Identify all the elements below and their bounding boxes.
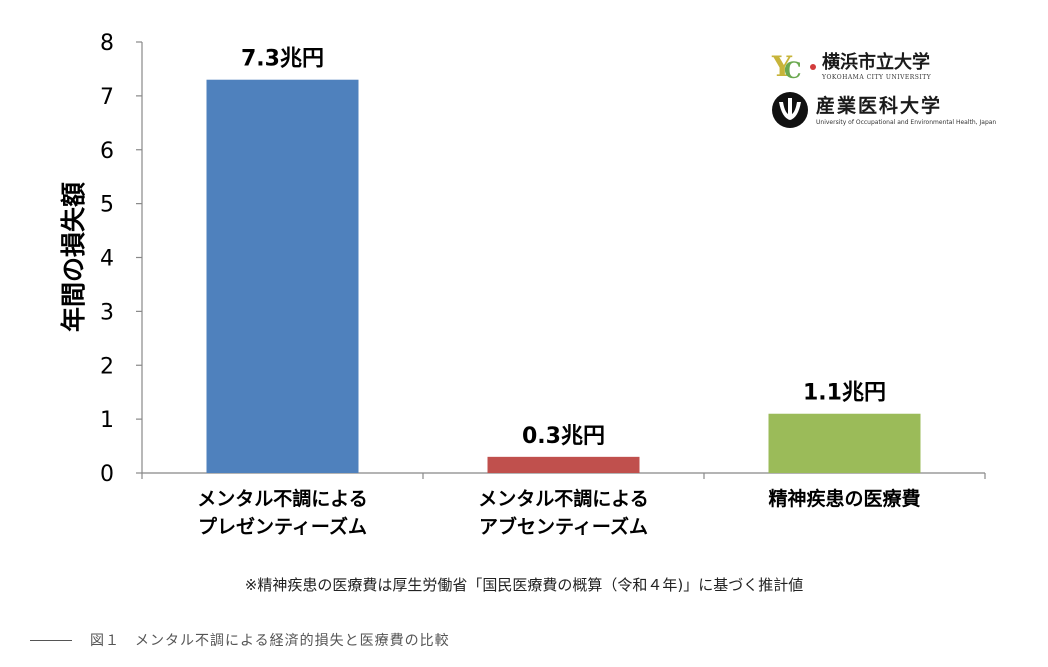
bar-data-label: 1.1兆円 bbox=[803, 381, 886, 406]
uoeh-name: 産業医科大学 bbox=[816, 94, 943, 117]
logo-dot-icon bbox=[810, 64, 816, 70]
ycu-name: 横浜市立大学 bbox=[822, 51, 930, 73]
bar-data-label: 0.3兆円 bbox=[522, 424, 605, 449]
bar bbox=[487, 456, 640, 473]
uoeh-emblem-icon bbox=[772, 92, 808, 128]
y-tick-label: 8 bbox=[100, 31, 114, 56]
chart-bars bbox=[206, 79, 921, 474]
caption-rule bbox=[30, 639, 72, 641]
ycu-subtitle: YOKOHAMA CITY UNIVERSITY bbox=[822, 73, 932, 81]
y-tick-label: 0 bbox=[100, 462, 114, 487]
uoeh-logo: 産業医科大学 University of Occupational and En… bbox=[770, 90, 996, 130]
y-tick-label: 4 bbox=[100, 247, 114, 272]
chart-labels: 7.3兆円メンタル不調によるプレゼンティーズム0.3兆円メンタル不調によるアブセ… bbox=[197, 47, 920, 538]
bar bbox=[768, 413, 921, 473]
x-category-label: アブセンティーズム bbox=[479, 515, 648, 538]
ycu-emblem-icon: Y C bbox=[770, 50, 808, 84]
y-tick-label: 3 bbox=[100, 300, 114, 325]
figure-caption: 図１ メンタル不調による経済的損失と医療費の比較 bbox=[30, 630, 450, 650]
ycu-emblem-c: C bbox=[784, 58, 802, 84]
uoeh-subtitle: University of Occupational and Environme… bbox=[816, 118, 997, 126]
bar bbox=[206, 79, 359, 474]
y-tick-label: 7 bbox=[100, 85, 114, 110]
x-category-label: メンタル不調による bbox=[197, 487, 367, 510]
footnote: ※精神疾患の医療費は厚生労働省「国民医療費の概算（令和４年)」に基づく推計値 bbox=[245, 576, 803, 594]
y-tick-label: 5 bbox=[100, 193, 114, 218]
x-category-label: プレゼンティーズム bbox=[198, 515, 367, 538]
ycu-logo: Y C 横浜市立大学 YOKOHAMA CITY UNIVERSITY bbox=[770, 50, 931, 84]
ycu-emblem-y: Y bbox=[772, 50, 792, 83]
university-logos: Y C 横浜市立大学 YOKOHAMA CITY UNIVERSITY 産業医科… bbox=[770, 50, 1030, 140]
y-tick-label: 2 bbox=[100, 354, 114, 379]
y-axis-label: 年間の損失額 bbox=[59, 182, 88, 332]
caption-text: 図１ メンタル不調による経済的損失と医療費の比較 bbox=[90, 633, 450, 649]
x-category-label: メンタル不調による bbox=[478, 487, 648, 510]
bar-data-label: 7.3兆円 bbox=[241, 47, 324, 72]
x-category-label: 精神疾患の医療費 bbox=[768, 487, 920, 510]
y-tick-label: 6 bbox=[100, 139, 114, 164]
y-tick-label: 1 bbox=[100, 408, 114, 433]
